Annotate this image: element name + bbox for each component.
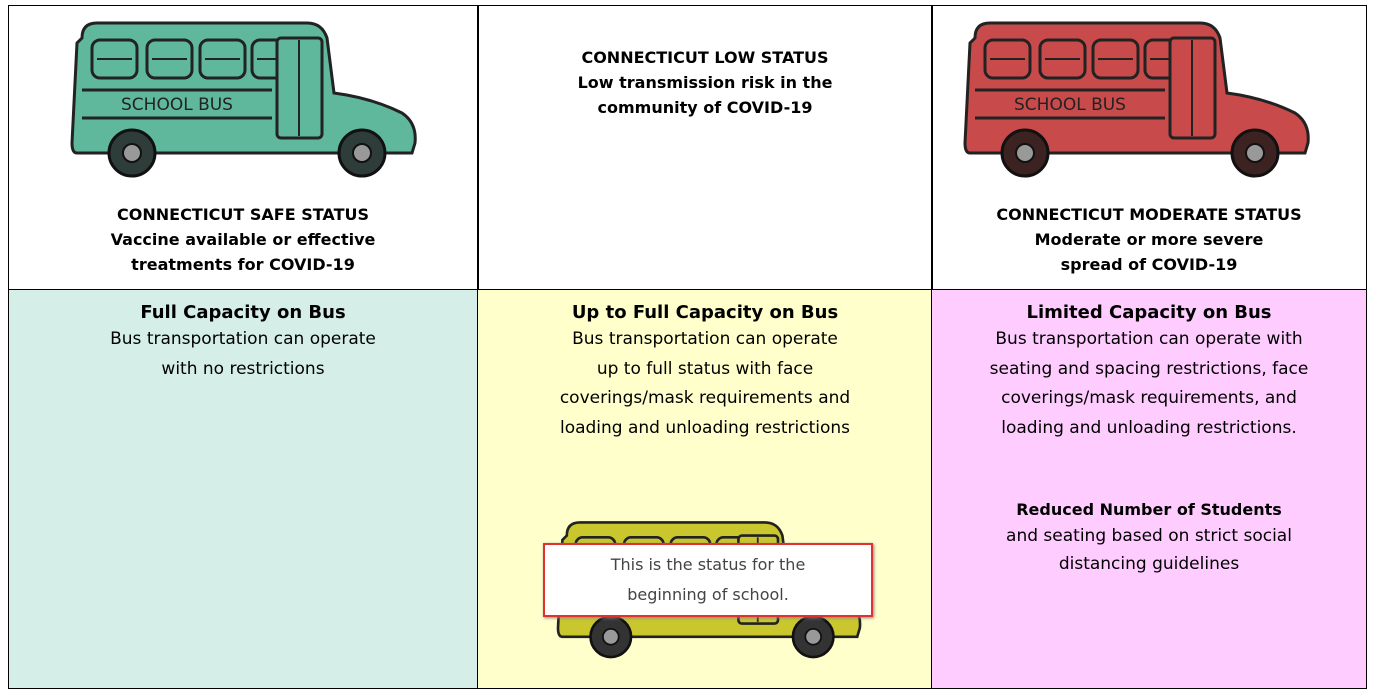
capacity-line: seating and spacing restrictions, face xyxy=(989,358,1309,379)
bus-hub xyxy=(352,143,372,163)
bus: SCHOOL BUS xyxy=(963,21,1310,178)
callout-line: beginning of school. xyxy=(627,585,789,604)
capacity-line: loading and unloading restrictions xyxy=(559,417,851,438)
status-line: spread of COVID-19 xyxy=(1060,255,1238,274)
bus-hub xyxy=(1015,143,1035,163)
capacity-line: Bus transportation can operate xyxy=(572,329,838,349)
capacity-line: loading and unloading restrictions. xyxy=(1001,417,1297,438)
bus: SCHOOL BUS xyxy=(70,21,417,178)
status-line: Vaccine available or effective xyxy=(110,230,376,249)
bus-label: SCHOOL BUS xyxy=(121,95,233,115)
status-line: community of COVID-19 xyxy=(597,98,813,117)
capacity-line: Bus transportation can operate with xyxy=(995,329,1303,349)
bus-label: SCHOOL BUS xyxy=(1014,95,1126,115)
status-title: CONNECTICUT MODERATE STATUS xyxy=(996,205,1302,224)
capacity-heading: Full Capacity on Bus xyxy=(140,302,346,323)
capacity-heading: Up to Full Capacity on Bus xyxy=(571,302,839,323)
cell-limited xyxy=(931,289,1367,689)
callout xyxy=(543,543,873,617)
capacity-subheading: Reduced Number of Students xyxy=(1016,500,1282,519)
capacity-line: Bus transportation can operate xyxy=(110,329,376,349)
capacity-heading: Limited Capacity on Bus xyxy=(1026,302,1272,323)
bus-hub xyxy=(601,627,620,646)
status-title: CONNECTICUT LOW STATUS xyxy=(581,48,829,67)
capacity-line: coverings/mask requirements and xyxy=(559,388,851,408)
bus-hub xyxy=(804,627,822,646)
cell-full xyxy=(8,289,479,689)
capacity-subline: and seating based on strict social xyxy=(1006,526,1292,546)
bus-hub xyxy=(1245,143,1265,163)
status-line: Low transmission risk in the xyxy=(577,73,833,92)
capacity-line: coverings/mask requirements, and xyxy=(1001,388,1297,408)
capacity-line: up to full status with face xyxy=(596,358,814,379)
capacity-subline: distancing guidelines xyxy=(1058,554,1240,574)
status-line: treatments for COVID-19 xyxy=(131,255,355,274)
bus-hub xyxy=(122,143,142,163)
status-title: CONNECTICUT SAFE STATUS xyxy=(117,205,369,224)
status-line: Moderate or more severe xyxy=(1034,230,1264,249)
capacity-line: with no restrictions xyxy=(161,358,325,379)
callout-line: This is the status for the xyxy=(610,555,806,574)
